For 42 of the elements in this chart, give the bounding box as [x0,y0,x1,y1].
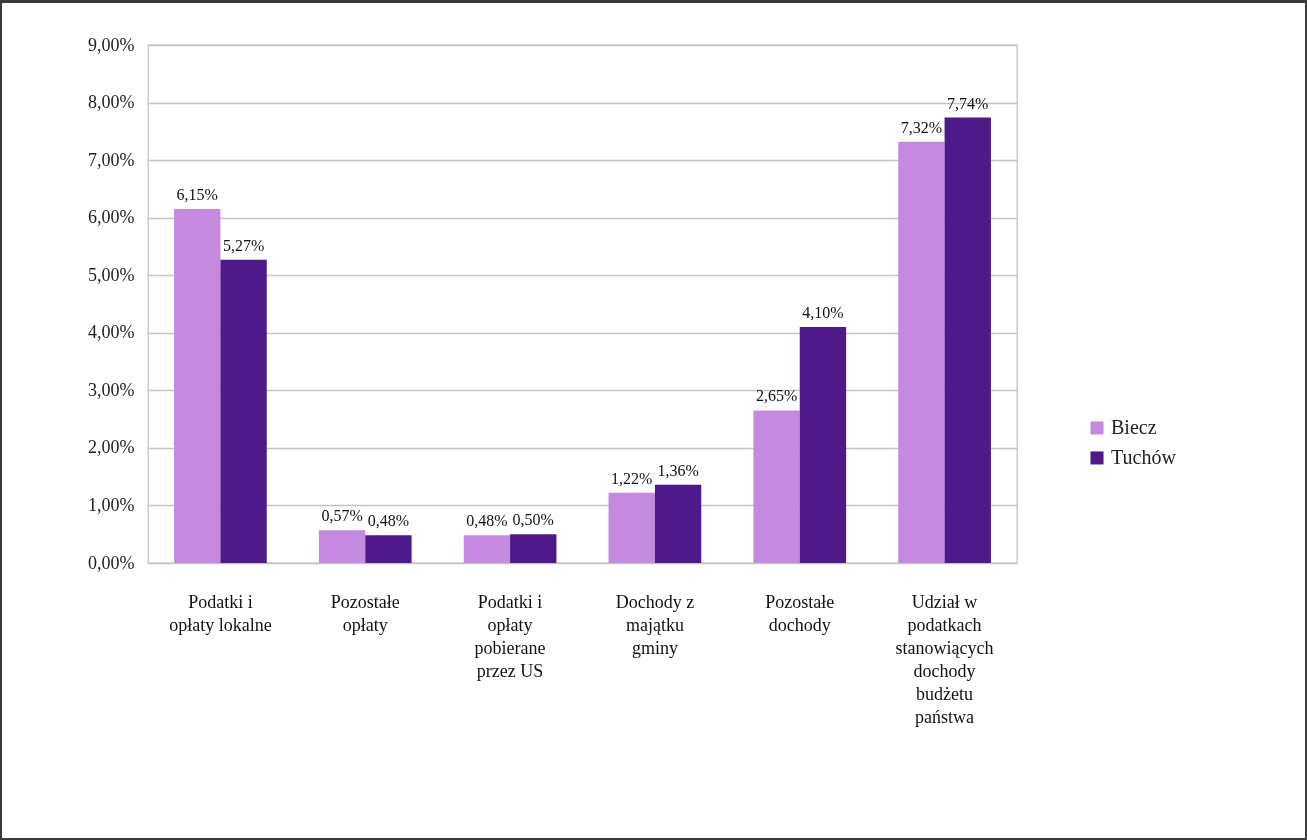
x-tick-label: Pozostałe dochody [765,591,835,635]
bar [220,259,267,563]
data-label: 0,48% [367,512,410,530]
bar [898,141,945,563]
legend-label: Tuchów [1111,445,1177,468]
data-label: 6,15% [176,186,218,204]
x-tick-label: Dochody z majątku gminy [615,591,695,658]
bar [799,327,847,563]
y-tick-label: 4,00% [88,322,135,343]
data-label: 5,27% [222,236,265,254]
y-tick-label: 0,00% [88,552,135,573]
bar [608,492,655,563]
data-label: 7,32% [900,118,943,136]
y-tick-label: 7,00% [88,149,135,170]
data-label: 7,74% [947,94,989,112]
bar [753,410,800,563]
bar [510,534,557,563]
data-label: 0,48% [466,512,508,530]
legend-label: Biecz [1111,415,1157,438]
bar [365,535,412,563]
data-label: 0,50% [512,511,554,529]
x-tick-label: Udział w podatkach stanowiących dochody budżetu państwa [895,591,994,727]
data-label: 0,57% [321,507,363,525]
data-label: 2,65% [755,387,798,405]
data-label: 4,10% [802,304,844,322]
y-tick-label: 5,00% [88,264,135,285]
x-tick-label: Pozostałe opłaty [330,591,400,635]
y-tick-label: 8,00% [88,92,135,113]
y-tick-label: 1,00% [88,494,135,515]
y-tick-label: 3,00% [88,379,135,400]
y-tick-label: 9,00% [88,34,135,55]
bar [654,484,702,563]
bar [463,535,511,563]
y-tick-label: 2,00% [88,437,135,458]
x-tick-label: Podatki i opłaty lokalne [169,591,272,635]
x-tick-label: Podatki i opłaty pobierane przez US [474,591,546,681]
bar [944,117,991,563]
y-tick-label: 6,00% [88,207,135,228]
data-label: 1,36% [657,461,699,479]
bar [174,209,221,563]
data-label: 1,22% [611,469,653,487]
bar [318,530,366,563]
